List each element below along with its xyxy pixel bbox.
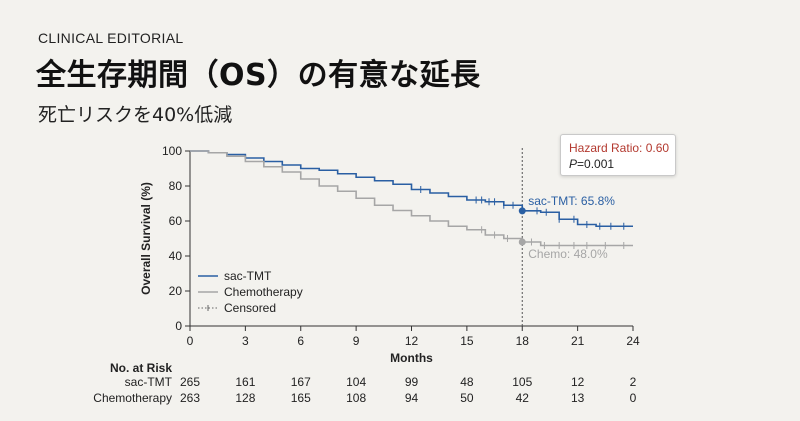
x-tick-label: 18 bbox=[516, 334, 530, 348]
risk-cell: 99 bbox=[405, 375, 419, 389]
legend-label-censored: Censored bbox=[224, 301, 276, 315]
sac-tmt-18-month-point bbox=[518, 207, 526, 215]
risk-row-label: sac-TMT bbox=[125, 375, 173, 389]
risk-cell: 94 bbox=[405, 391, 419, 405]
risk-table-title: No. at Risk bbox=[110, 361, 172, 375]
hazard-ratio-text: Hazard Ratio: 0.60 bbox=[569, 141, 670, 155]
p-label: P bbox=[569, 157, 578, 171]
risk-cell: 161 bbox=[235, 375, 255, 389]
risk-row-label: Chemotherapy bbox=[93, 391, 172, 405]
risk-cell: 48 bbox=[460, 375, 474, 389]
risk-cell: 13 bbox=[571, 391, 585, 405]
y-tick-label: 40 bbox=[169, 249, 183, 263]
risk-cell: 165 bbox=[291, 391, 311, 405]
y-tick-label: 0 bbox=[175, 319, 182, 333]
risk-cell: 108 bbox=[346, 391, 366, 405]
risk-cell: 0 bbox=[630, 391, 637, 405]
y-tick-label: 100 bbox=[162, 144, 182, 158]
x-tick-label: 24 bbox=[626, 334, 640, 348]
eyebrow-label: CLINICAL EDITORIAL bbox=[38, 30, 184, 46]
risk-cell: 2 bbox=[630, 375, 637, 389]
x-tick-label: 15 bbox=[460, 334, 474, 348]
x-axis-title: Months bbox=[390, 351, 433, 365]
y-axis-title: Overall Survival (%) bbox=[139, 182, 153, 295]
x-tick-label: 21 bbox=[571, 334, 585, 348]
risk-cell: 263 bbox=[180, 391, 200, 405]
risk-cell: 42 bbox=[516, 391, 530, 405]
y-tick-label: 60 bbox=[169, 214, 183, 228]
chemotherapy-18-month-point bbox=[518, 238, 526, 246]
chemo-annotation: Chemo: 48.0% bbox=[528, 247, 608, 261]
p-value-text: P=0.001 bbox=[569, 156, 675, 173]
x-tick-label: 6 bbox=[297, 334, 304, 348]
x-tick-label: 3 bbox=[242, 334, 249, 348]
sac-tmt-survival-curve bbox=[190, 150, 633, 228]
y-tick-label: 80 bbox=[169, 179, 183, 193]
legend-label-chemotherapy: Chemotherapy bbox=[224, 285, 303, 299]
sac-tmt-annotation: sac-TMT: 65.8% bbox=[528, 194, 615, 208]
risk-cell: 105 bbox=[512, 375, 532, 389]
y-tick-label: 20 bbox=[169, 284, 183, 298]
risk-cell: 167 bbox=[291, 375, 311, 389]
hazard-ratio-box: Hazard Ratio: 0.60 P=0.001 bbox=[560, 134, 676, 176]
risk-cell: 12 bbox=[571, 375, 585, 389]
risk-cell: 128 bbox=[235, 391, 255, 405]
x-tick-label: 0 bbox=[187, 334, 194, 348]
page-title: 全生存期間（OS）の有意な延長 bbox=[36, 58, 481, 93]
page-subtitle: 死亡リスクを40%低減 bbox=[38, 104, 233, 126]
risk-cell: 50 bbox=[460, 391, 474, 405]
legend-label-sac-tmt: sac-TMT bbox=[224, 269, 272, 283]
p-value: =0.001 bbox=[577, 157, 615, 171]
risk-cell: 265 bbox=[180, 375, 200, 389]
x-tick-label: 9 bbox=[353, 334, 360, 348]
x-tick-label: 12 bbox=[405, 334, 419, 348]
risk-cell: 104 bbox=[346, 375, 366, 389]
